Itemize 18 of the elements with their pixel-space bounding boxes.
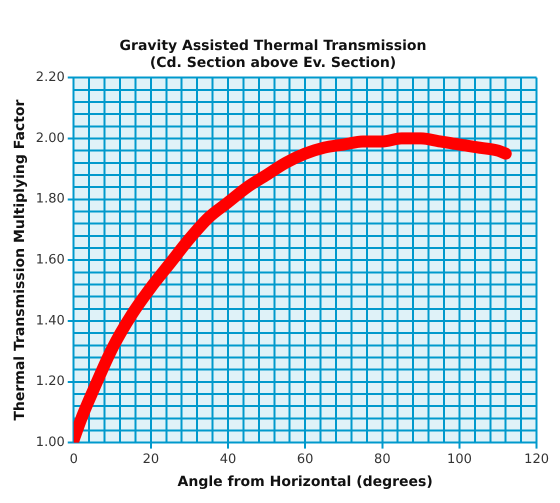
y-tick-label: 2.20 xyxy=(36,70,65,85)
chart-subtitle: (Cd. Section above Ev. Section) xyxy=(150,54,396,71)
chart-title: Gravity Assisted Thermal Transmission xyxy=(120,38,426,54)
y-axis-title: Thermal Transmission Multiplying Factor xyxy=(12,99,28,421)
x-tick-label: 100 xyxy=(447,452,472,467)
x-tick-label: 120 xyxy=(524,452,550,467)
x-tick-label: 40 xyxy=(220,452,236,467)
y-tick-label: 1.20 xyxy=(36,374,65,390)
y-tick-label: 1.40 xyxy=(36,313,65,328)
y-tick-label: 1.80 xyxy=(36,192,65,207)
x-tick-label: 20 xyxy=(142,452,160,467)
y-tick-label: 1.00 xyxy=(36,434,65,450)
x-tick-label: 80 xyxy=(374,452,391,467)
x-axis-title: Angle from Horizontal (degrees) xyxy=(178,474,433,490)
x-tick-label: 0 xyxy=(70,452,78,467)
x-tick-label: 60 xyxy=(296,452,314,467)
y-tick-label: 1.60 xyxy=(36,252,65,268)
y-tick-label: 2.00 xyxy=(36,130,65,146)
